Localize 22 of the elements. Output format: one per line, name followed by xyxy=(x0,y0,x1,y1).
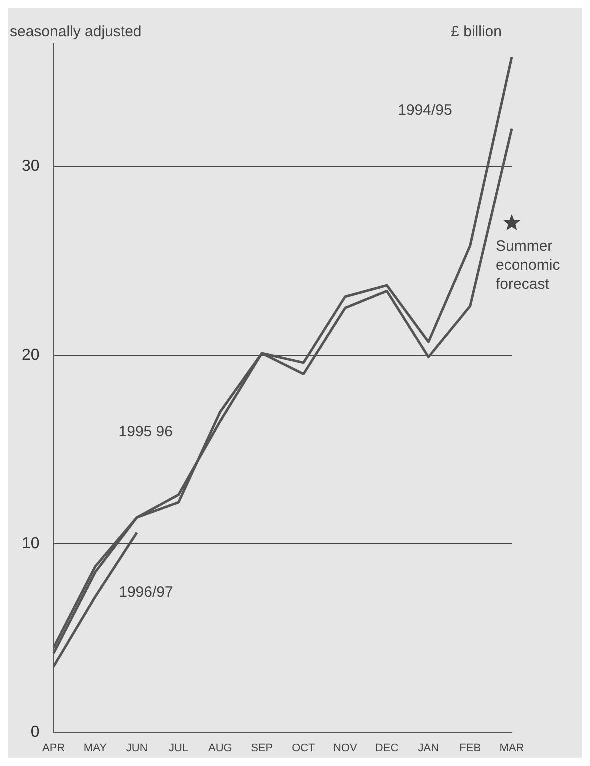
y-tick-label: 10 xyxy=(22,535,40,552)
x-tick-label: JUN xyxy=(126,742,148,754)
series-label: Summer economic forecast xyxy=(496,238,561,293)
x-tick-label: AUG xyxy=(208,742,232,754)
x-tick-label: FEB xyxy=(460,742,482,754)
x-tick-label: MAY xyxy=(84,742,108,754)
x-tick-label: JUL xyxy=(168,742,189,754)
text: 1994/95 xyxy=(398,102,452,120)
x-tick-label: DEC xyxy=(375,742,399,754)
y-tick-label: 30 xyxy=(22,158,40,176)
text: 1995 96 xyxy=(118,424,173,441)
x-tick-label: MAR xyxy=(500,742,524,754)
x-tick-label: NOV xyxy=(333,742,358,754)
y-axis-title: seasonally adjusted xyxy=(10,24,142,41)
y-tick-label: 20 xyxy=(22,346,40,364)
x-tick-label: JAN xyxy=(418,742,440,754)
series-label: 1996/97 xyxy=(119,584,174,601)
x-tick-label: APR xyxy=(42,742,66,754)
x-tick-label: SEP xyxy=(251,742,274,754)
text: £ billion xyxy=(451,24,502,41)
y-tick-label: 0 xyxy=(30,724,40,742)
x-tick-label: OCT xyxy=(292,742,316,754)
